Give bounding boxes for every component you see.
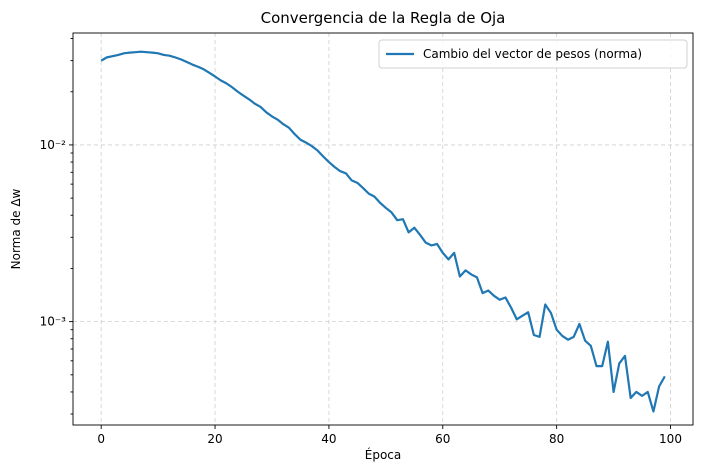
- x-axis-label: Época: [365, 447, 402, 462]
- legend: Cambio del vector de pesos (norma): [378, 39, 688, 69]
- plot-frame: [72, 32, 694, 426]
- legend-entry-label: Cambio del vector de pesos (norma): [423, 47, 642, 61]
- x-tick-label: 0: [97, 432, 105, 446]
- x-tick-label: 80: [549, 432, 564, 446]
- x-tick-label: 100: [659, 432, 682, 446]
- chart-title: Convergencia de la Regla de Oja: [261, 9, 506, 27]
- y-axis-label: Norma de Δw: [9, 188, 23, 269]
- x-tick-label: 20: [207, 432, 222, 446]
- y-tick-label: 10⁻²: [40, 138, 67, 152]
- grid-lines: [73, 33, 693, 425]
- axis-ticks: 0 20 40 60 80 100 10⁻² 10⁻³: [40, 38, 682, 446]
- series-line: [100, 50, 666, 413]
- x-tick-label: 60: [435, 432, 450, 446]
- series-layer: [100, 50, 666, 413]
- y-tick-label: 10⁻³: [40, 315, 67, 329]
- x-tick-label: 40: [321, 432, 336, 446]
- legend-box: [378, 39, 688, 69]
